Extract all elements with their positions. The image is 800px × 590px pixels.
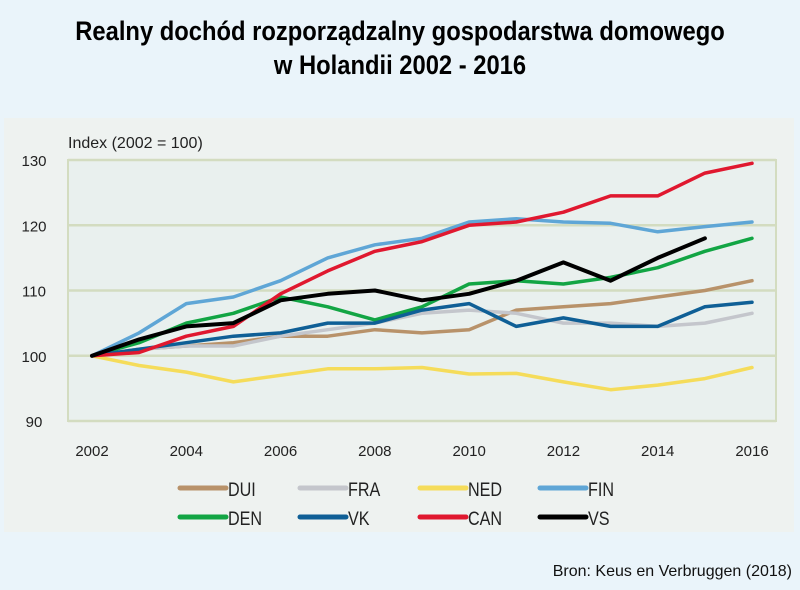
- series-line-fin: [90, 216, 754, 358]
- series-line-vk: [90, 300, 754, 358]
- legend-item-den: DEN: [177, 508, 262, 530]
- legend-label: FRA: [348, 479, 381, 501]
- x-tick-label: 2014: [641, 443, 674, 460]
- chart-panel: 90 100 110 120 130 Index (2002 = 100) 2002 2004…: [4, 118, 794, 532]
- source-note: Bron: Keus en Verbruggen (2018): [552, 563, 792, 580]
- x-tick-label: 2006: [264, 443, 297, 460]
- title-line-2: w Holandii 2002 - 2016: [273, 50, 527, 80]
- legend-item-ned: NED: [417, 479, 502, 501]
- legend-label: FIN: [588, 479, 614, 501]
- legend-item-vs: VS: [537, 508, 610, 530]
- legend-item-vk: VK: [297, 508, 370, 530]
- y-tick-label: 90: [26, 414, 43, 431]
- series-line-den: [90, 236, 754, 358]
- chart-title: Realny dochód rozporządzalny gospodarstw…: [0, 14, 800, 82]
- series-line-can: [90, 161, 754, 358]
- line-chart: 90 100 110 120 130 Index (2002 = 100) 2002 2004…: [21, 135, 777, 530]
- legend-label: DUI: [228, 479, 256, 501]
- y-tick-label: 130: [21, 153, 46, 170]
- legend-item-dui: DUI: [177, 479, 256, 501]
- legend-label: VS: [588, 508, 610, 530]
- legend-label: DEN: [228, 508, 262, 530]
- x-tick-label: 2002: [75, 443, 108, 460]
- legend-item-fra: FRA: [297, 479, 381, 501]
- y-tick-label: 100: [21, 349, 46, 366]
- x-tick-label: 2010: [452, 443, 485, 460]
- x-tick-label: 2008: [358, 443, 391, 460]
- title-line-1: Realny dochód rozporządzalny gospodarstw…: [75, 16, 725, 46]
- x-tick-label: 2012: [547, 443, 580, 460]
- x-tick-label: 2004: [170, 443, 203, 460]
- y-tick-label: 110: [22, 284, 46, 301]
- series-line-vs: [90, 236, 707, 358]
- legend-label: VK: [348, 508, 370, 530]
- legend-item-fin: FIN: [537, 479, 614, 501]
- y-axis-label: Index (2002 = 100): [68, 135, 203, 152]
- y-tick-label: 120: [21, 218, 46, 235]
- legend-item-can: CAN: [417, 508, 502, 530]
- x-tick-label: 2016: [735, 443, 768, 460]
- legend-label: NED: [468, 479, 502, 501]
- legend-label: CAN: [468, 508, 502, 530]
- series-line-ned: [90, 354, 754, 392]
